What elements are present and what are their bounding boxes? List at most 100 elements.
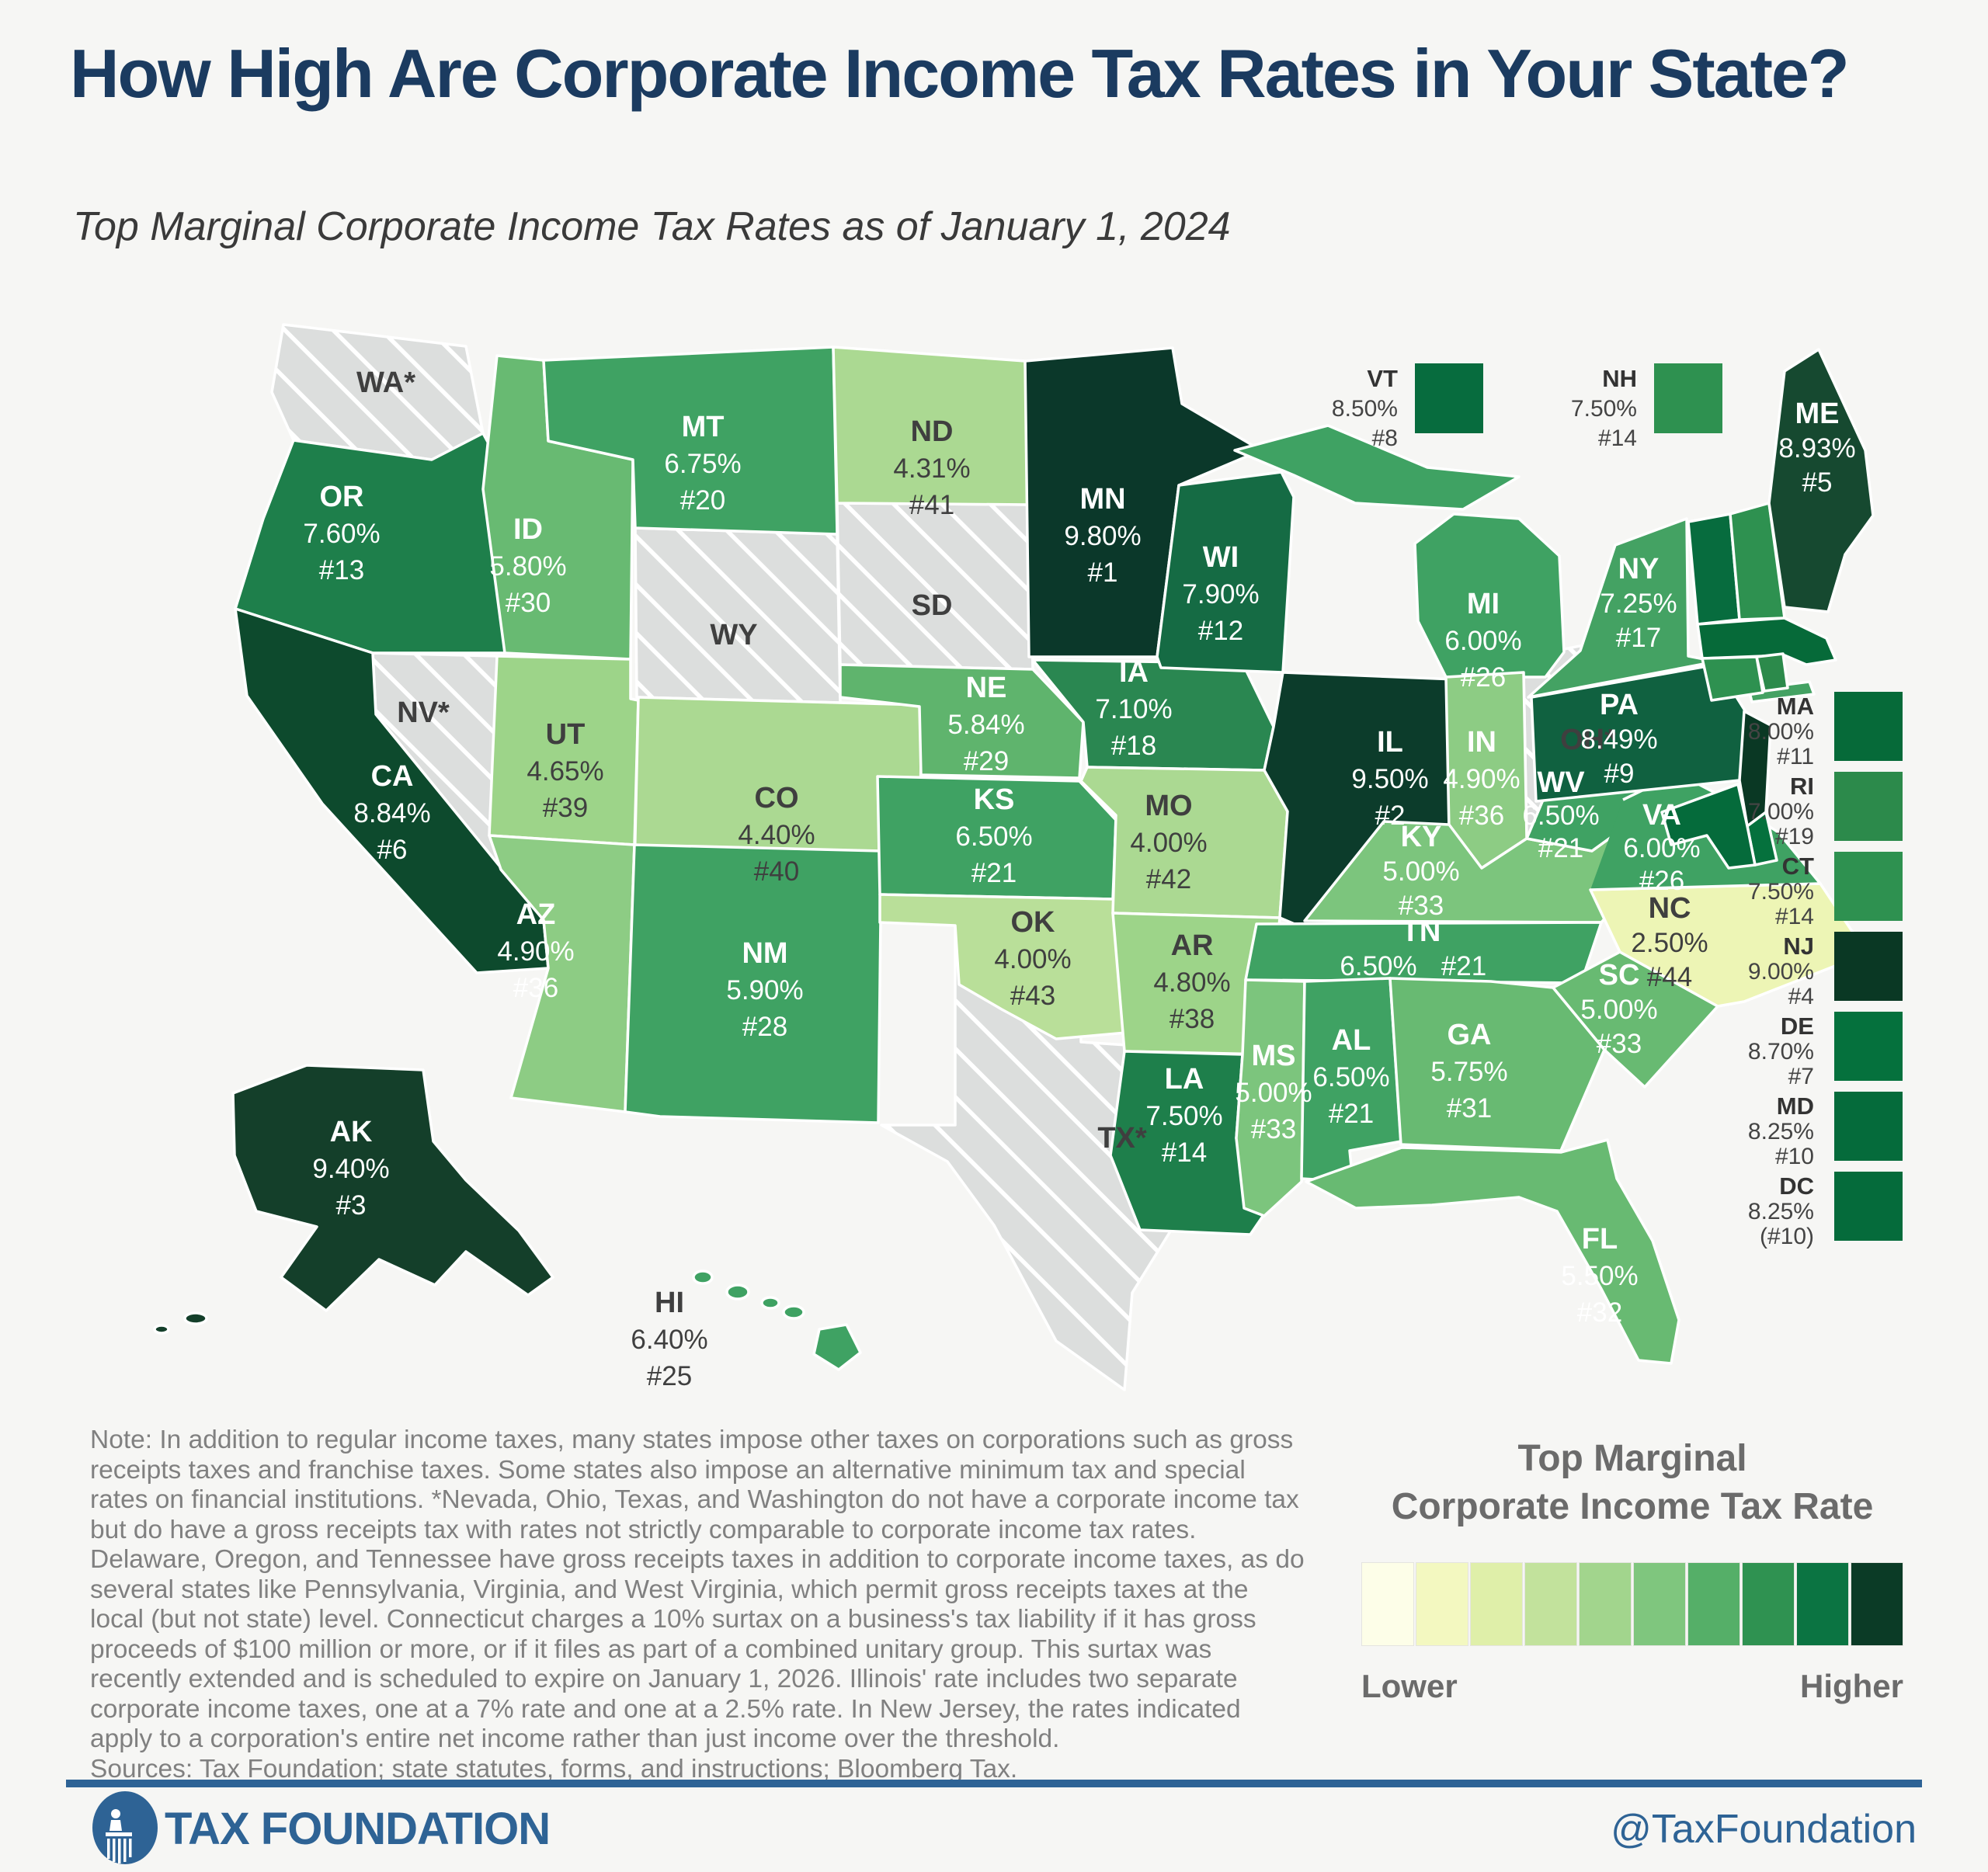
legend-swatch xyxy=(1633,1562,1686,1646)
svg-text:4.00%: 4.00% xyxy=(1130,828,1207,858)
legend-swatch xyxy=(1361,1562,1414,1646)
state-hi-island xyxy=(812,1323,862,1371)
svg-text:5.90%: 5.90% xyxy=(726,975,803,1005)
svg-text:#36: #36 xyxy=(1459,801,1504,831)
svg-text:RI: RI xyxy=(1790,773,1814,800)
legend: Top Marginal Corporate Income Tax Rate L… xyxy=(1361,1435,1903,1705)
svg-text:AK: AK xyxy=(330,1116,373,1148)
svg-text:#40: #40 xyxy=(754,856,799,887)
state-al-label: AL 6.50% #21 xyxy=(1312,1024,1389,1129)
svg-text:AZ: AZ xyxy=(516,898,556,931)
state-wy-label: WY xyxy=(710,619,757,651)
svg-text:8.93%: 8.93% xyxy=(1778,433,1855,464)
state-wy xyxy=(634,526,842,704)
state-wi-label: WI 7.90% #12 xyxy=(1182,541,1259,646)
state-ny-li xyxy=(1747,680,1816,703)
state-ar-label: AR 4.80% #38 xyxy=(1153,929,1230,1034)
svg-text:4.90%: 4.90% xyxy=(497,936,574,967)
svg-text:8.49%: 8.49% xyxy=(1580,724,1657,755)
state-ak-island xyxy=(183,1311,208,1325)
state-id-label: ID 5.80% #30 xyxy=(489,513,566,618)
svg-text:6.00%: 6.00% xyxy=(1623,833,1700,863)
svg-text:6.75%: 6.75% xyxy=(664,449,741,479)
sources-text: Sources: Tax Foundation; state statutes,… xyxy=(90,1754,1018,1783)
svg-text:#7: #7 xyxy=(1788,1064,1814,1089)
svg-text:#19: #19 xyxy=(1775,824,1814,849)
svg-text:TN: TN xyxy=(1402,915,1441,948)
svg-text:8.00%: 8.00% xyxy=(1748,719,1814,745)
svg-text:OK: OK xyxy=(1011,906,1056,939)
svg-text:WI: WI xyxy=(1203,541,1239,574)
svg-text:UT: UT xyxy=(546,718,586,751)
state-mi-up xyxy=(1233,424,1521,511)
state-ga-label: GA 5.75% #31 xyxy=(1430,1019,1507,1124)
svg-text:#8: #8 xyxy=(1372,425,1398,451)
state-nv-label: NV* xyxy=(397,696,450,729)
state-me-label: ME8.93%#5 xyxy=(1778,398,1855,498)
legend-title: Top Marginal Corporate Income Tax Rate xyxy=(1391,1438,1874,1527)
svg-text:MT: MT xyxy=(682,411,725,443)
state-mn xyxy=(1024,346,1263,658)
svg-text:9.40%: 9.40% xyxy=(312,1154,389,1184)
svg-text:#36: #36 xyxy=(513,973,558,1003)
state-wa-label: WA* xyxy=(356,366,415,399)
svg-text:9.80%: 9.80% xyxy=(1064,521,1141,551)
svg-text:6.50%: 6.50% xyxy=(1312,1062,1389,1092)
svg-text:NY: NY xyxy=(1618,553,1660,585)
svg-text:9.50%: 9.50% xyxy=(1351,764,1428,794)
state-hi-label: HI 6.40% #25 xyxy=(631,1287,707,1391)
svg-text:6.50%: 6.50% xyxy=(955,821,1032,852)
svg-text:7.10%: 7.10% xyxy=(1095,694,1172,724)
state-mi-label: MI 6.00% #26 xyxy=(1444,588,1521,693)
state-az xyxy=(488,834,636,1113)
state-nm xyxy=(624,843,883,1124)
state-nc-label: NC2.50% #44 xyxy=(1631,892,1708,992)
state-ut-label: UT 4.65% #39 xyxy=(527,718,603,823)
svg-text:MS: MS xyxy=(1252,1040,1296,1072)
svg-text:#1: #1 xyxy=(1088,557,1118,588)
svg-text:#31: #31 xyxy=(1447,1093,1492,1124)
page-subtitle: Top Marginal Corporate Income Tax Rates … xyxy=(73,204,1231,249)
svg-text:#14: #14 xyxy=(1162,1137,1207,1168)
svg-text:NM: NM xyxy=(742,937,787,970)
state-md xyxy=(1660,783,1757,870)
callout-ri: RI 7.00% #19 xyxy=(1748,772,1903,849)
state-oh-label: OH* xyxy=(1560,724,1616,756)
svg-text:7.50%: 7.50% xyxy=(1145,1101,1222,1131)
svg-text:ND: ND xyxy=(911,415,954,448)
svg-text:#10: #10 xyxy=(1775,1144,1814,1169)
callout-nh-swatch xyxy=(1654,363,1722,433)
svg-text:CT: CT xyxy=(1782,853,1814,880)
svg-text:FL: FL xyxy=(1582,1223,1618,1256)
svg-text:4.80%: 4.80% xyxy=(1153,967,1230,998)
svg-text:IA: IA xyxy=(1119,656,1149,689)
legend-swatch xyxy=(1524,1562,1577,1646)
tax-foundation-logo xyxy=(92,1791,158,1864)
svg-text:7.60%: 7.60% xyxy=(303,519,380,549)
svg-text:MI: MI xyxy=(1467,588,1500,620)
svg-text:5.00%: 5.00% xyxy=(1235,1078,1312,1108)
state-ct xyxy=(1701,655,1764,702)
svg-text:ID: ID xyxy=(513,513,543,546)
state-pa-label: PA8.49% #9 xyxy=(1580,689,1657,789)
state-ca xyxy=(234,607,550,974)
svg-text:9.00%: 9.00% xyxy=(1748,959,1814,985)
svg-text:8.70%: 8.70% xyxy=(1748,1039,1814,1065)
svg-text:MA: MA xyxy=(1777,693,1814,720)
state-mi xyxy=(1413,512,1566,679)
svg-text:7.50%: 7.50% xyxy=(1748,879,1814,905)
callout-ct-swatch xyxy=(1834,852,1903,921)
legend-swatch xyxy=(1796,1562,1849,1646)
svg-text:#18: #18 xyxy=(1111,731,1156,761)
svg-text:SC: SC xyxy=(1599,959,1640,992)
svg-text:#17: #17 xyxy=(1616,623,1661,653)
state-fl-label: FL 5.50% #32 xyxy=(1561,1223,1638,1328)
svg-text:2.50%: 2.50% xyxy=(1631,928,1708,958)
legend-higher-label: Higher xyxy=(1799,1668,1903,1704)
callout-md-swatch xyxy=(1834,1092,1903,1161)
svg-text:7.25%: 7.25% xyxy=(1600,589,1677,619)
svg-text:OR: OR xyxy=(320,481,364,513)
svg-text:#4: #4 xyxy=(1788,984,1814,1009)
svg-text:MN: MN xyxy=(1079,483,1125,516)
brand-name: TAX FOUNDATION xyxy=(165,1804,551,1854)
